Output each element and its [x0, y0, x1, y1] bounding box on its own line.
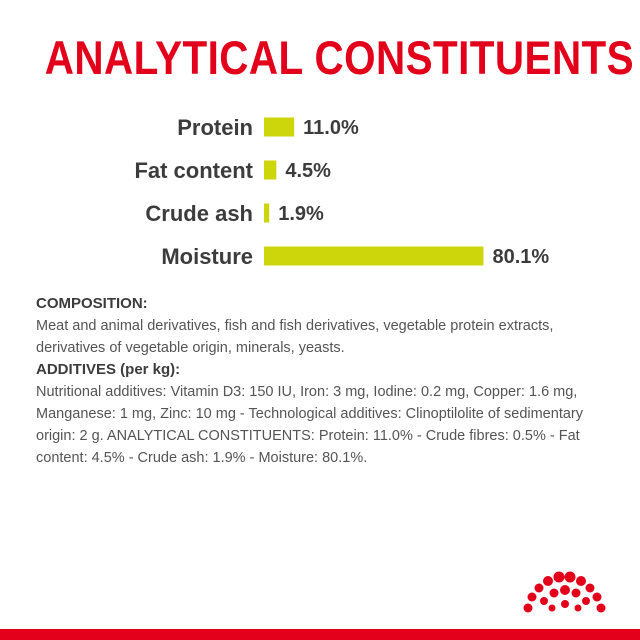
bar-value-crude-ash: 1.9%	[278, 203, 324, 225]
composition-heading: COMPOSITION:	[36, 295, 148, 312]
bar-protein	[264, 117, 295, 137]
ingredients-section: COMPOSITION: Meat and animal derivatives…	[36, 293, 606, 469]
additives-text: Nutritional additives: Vitamin D3: 150 I…	[36, 384, 583, 466]
composition-text: Meat and animal derivatives, fish and fi…	[36, 318, 554, 356]
bar-value-fat-content: 4.5%	[285, 160, 331, 182]
bar-value-moisture: 80.1%	[492, 246, 549, 268]
bar-label-protein: Protein	[177, 115, 253, 140]
brand-bottom-bar	[0, 629, 640, 640]
bar-moisture	[264, 246, 484, 266]
bar-label-crude-ash: Crude ash	[145, 201, 253, 226]
page-title: ANALYTICAL CONSTITUENTS	[44, 31, 635, 84]
crown-icon	[523, 571, 606, 613]
bar-label-moisture: Moisture	[161, 244, 253, 269]
nutrient-bar-chart: Protein 11.0% Fat content 4.5% Crude ash 1.9%…	[134, 115, 549, 269]
additives-heading: ADDITIVES (per kg):	[36, 361, 181, 378]
bar-crude-ash	[264, 203, 270, 223]
bar-label-fat-content: Fat content	[134, 158, 253, 183]
bar-value-protein: 11.0%	[303, 117, 359, 139]
bar-fat-content	[264, 160, 277, 180]
